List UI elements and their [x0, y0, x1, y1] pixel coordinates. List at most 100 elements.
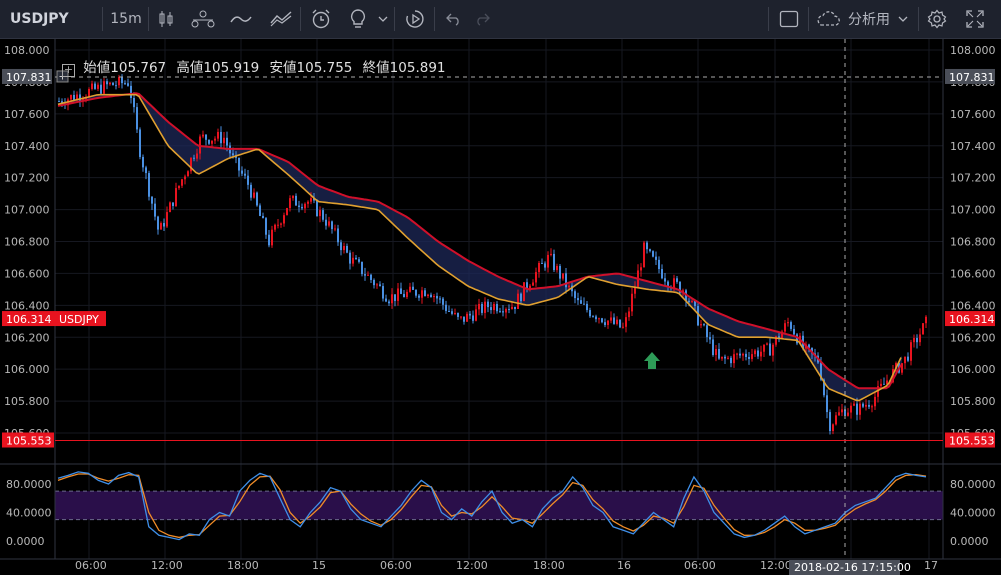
candle-body [124, 83, 126, 85]
candle-body [133, 97, 135, 108]
candle-body [160, 223, 162, 230]
candle-body [874, 396, 876, 407]
candle-body [448, 310, 450, 312]
settings-icon[interactable] [922, 0, 952, 38]
y-tick-left: 107.600 [4, 108, 50, 121]
crosshair-price-right-box [945, 68, 995, 84]
crosshair-time-box [789, 560, 900, 575]
indicators-icon[interactable] [188, 0, 218, 38]
candle-body [433, 295, 435, 298]
candle-body [901, 363, 903, 373]
candle-body [250, 184, 252, 198]
last-price-left: 106.314 [6, 313, 52, 326]
candle-body [595, 316, 597, 320]
stoch-d-line [57, 473, 927, 539]
candle-body [76, 94, 78, 101]
candle-body [418, 295, 420, 298]
candle-body [727, 357, 729, 359]
candle-body [157, 216, 159, 230]
candle-body [724, 356, 726, 359]
candles-icon[interactable] [152, 0, 180, 38]
x-tick: 18:00 [227, 559, 259, 572]
layout-menu-button[interactable]: 分析用 [814, 0, 914, 38]
y-tick-left: 107.400 [4, 140, 50, 153]
candle-body [205, 134, 207, 140]
candle-body [796, 334, 798, 344]
candle-body [529, 285, 531, 289]
candle-body [784, 323, 786, 332]
candle-body [256, 192, 258, 206]
candle-body [655, 256, 657, 260]
candle-body [667, 281, 669, 288]
candle-body [436, 295, 438, 299]
candle-body [91, 83, 93, 90]
redo-icon[interactable] [468, 0, 496, 38]
candle-body [349, 252, 351, 264]
candle-body [838, 412, 840, 416]
candle-body [220, 131, 222, 144]
low-label: 安値 [269, 60, 297, 76]
candle-body [547, 254, 549, 268]
y-tick-right: 106.000 [950, 363, 996, 376]
candle-body [517, 293, 519, 309]
candle-body [325, 219, 327, 226]
candle-body [232, 153, 234, 156]
candle-body [217, 131, 219, 139]
candle-body [82, 98, 84, 101]
compare-icon[interactable] [266, 0, 296, 38]
candle-body [619, 319, 621, 328]
x-tick: 06:00 [75, 559, 107, 572]
candle-body [259, 205, 261, 216]
candle-body [907, 356, 909, 361]
candle-body [610, 317, 612, 321]
candle-body [115, 85, 117, 87]
chevron-down-icon[interactable] [374, 0, 392, 38]
y-tick-left: 106.000 [4, 363, 50, 376]
idea-icon[interactable] [344, 0, 372, 38]
candle-body [151, 196, 153, 204]
candle-body [556, 265, 558, 271]
candle-body [748, 356, 750, 359]
osc-tick-left: 0.0000 [6, 535, 45, 548]
candle-body [202, 134, 204, 137]
osc-tick-right: 0.0000 [950, 535, 989, 548]
candle-body [490, 307, 492, 311]
candle-body [604, 322, 606, 325]
candle-body [223, 137, 225, 144]
candle-body [382, 286, 384, 299]
ma-slow-line [57, 92, 902, 390]
candle-body [775, 336, 777, 345]
candle-body [877, 386, 879, 397]
candle-body [178, 185, 180, 189]
last-price-right: 106.314 [949, 313, 995, 326]
legend-toggle-icon[interactable]: + [62, 63, 75, 77]
candle-body [700, 324, 702, 326]
candle-body [640, 267, 642, 271]
replay-icon[interactable] [400, 0, 430, 38]
undo-icon[interactable] [440, 0, 468, 38]
x-tick: 16 [617, 559, 631, 572]
fullscreen-icon[interactable] [960, 0, 990, 38]
candle-body [241, 170, 243, 174]
candle-body [175, 188, 177, 207]
chart-area[interactable]: 108.000108.000107.800107.800107.600107.6… [0, 39, 1001, 575]
candle-body [421, 290, 423, 298]
candle-body [880, 383, 882, 387]
candle-body [283, 215, 285, 224]
line-icon[interactable] [226, 0, 256, 38]
candle-body [856, 403, 858, 415]
last-price-left-box [2, 311, 106, 327]
candle-body [691, 301, 693, 303]
candle-body [406, 291, 408, 298]
y-tick-right: 107.200 [950, 172, 996, 185]
layout-icon[interactable] [774, 0, 804, 38]
symbol-button[interactable]: USDJPY [4, 0, 86, 38]
candle-body [130, 85, 132, 98]
osc-tick-left: 40.0000 [6, 507, 52, 520]
candle-body [673, 278, 675, 288]
interval-button[interactable]: 15m [106, 0, 146, 38]
candle-body [553, 253, 555, 271]
candle-body [196, 153, 198, 159]
alert-icon[interactable] [306, 0, 336, 38]
candle-body [184, 176, 186, 180]
